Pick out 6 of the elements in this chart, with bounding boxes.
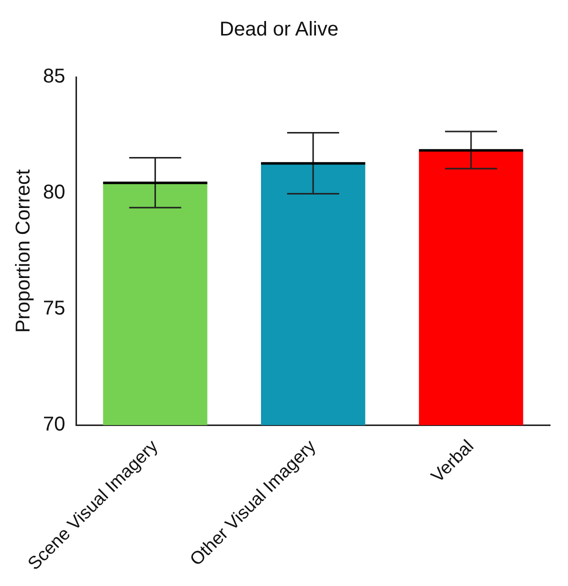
y-axis-title: Proportion Correct xyxy=(12,168,35,333)
y-tick-label: 75 xyxy=(42,298,66,320)
y-tick-label: 85 xyxy=(42,66,66,88)
chart-title: Dead or Alive xyxy=(220,18,338,41)
y-tick-label: 70 xyxy=(42,414,66,436)
y-tick-label: 80 xyxy=(42,182,66,204)
